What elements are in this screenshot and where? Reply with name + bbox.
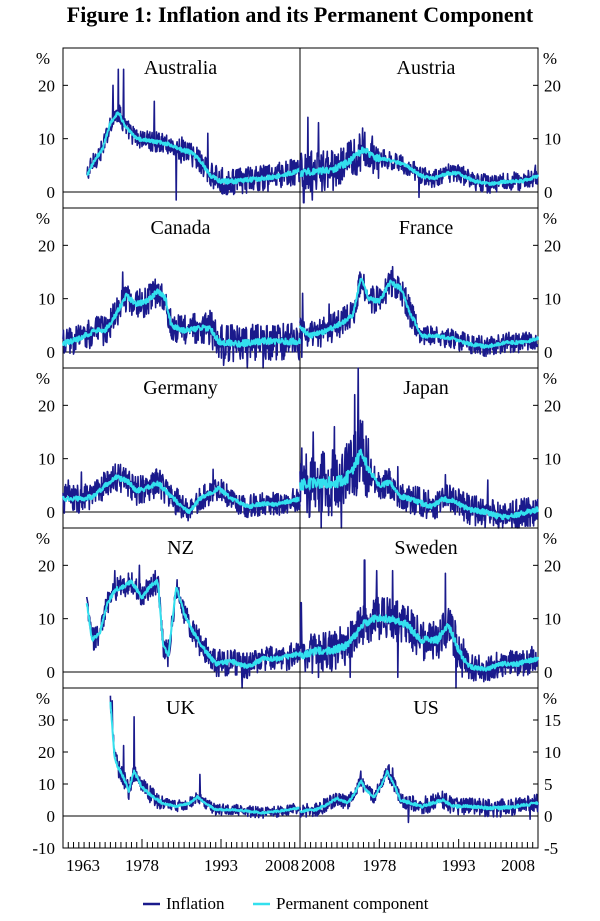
y-tick-label-left: 10 bbox=[38, 775, 55, 794]
unit-label-left: % bbox=[36, 49, 50, 68]
inflation-line-austria bbox=[299, 116, 539, 204]
unit-label-right: % bbox=[543, 49, 557, 68]
x-tick-label-right: 1993 bbox=[442, 856, 476, 875]
unit-label-right: % bbox=[543, 209, 557, 228]
panel-title-france: France bbox=[399, 217, 454, 239]
y-tick-label-right: 5 bbox=[544, 775, 553, 794]
y-tick-label-right: 0 bbox=[544, 183, 553, 202]
x-tick-label-right: 2008 bbox=[501, 856, 535, 875]
y-tick-label-right: 0 bbox=[544, 503, 553, 522]
figure-title: Figure 1: Inflation and its Permanent Co… bbox=[66, 2, 534, 27]
x-tick-label-left: 1978 bbox=[125, 856, 159, 875]
y-tick-label-left: 10 bbox=[38, 130, 55, 149]
legend-label-inflation: Inflation bbox=[166, 894, 225, 913]
permanent-line-australia bbox=[86, 111, 301, 185]
y-tick-label-left: 10 bbox=[38, 290, 55, 309]
inflation-line-sweden bbox=[299, 559, 539, 689]
y-tick-label-right: 15 bbox=[544, 711, 561, 730]
inflation-line-uk bbox=[109, 695, 301, 819]
inflation-line-canada bbox=[62, 271, 301, 369]
legend-label-permanent: Permanent component bbox=[276, 894, 429, 913]
y-tick-label-right: 0 bbox=[544, 807, 553, 826]
permanent-line-canada bbox=[62, 288, 301, 348]
y-tick-label-right: 10 bbox=[544, 610, 561, 629]
inflation-line-nz bbox=[85, 564, 301, 689]
y-tick-label-left: 30 bbox=[38, 711, 55, 730]
panel-title-japan: Japan bbox=[403, 377, 449, 399]
y-tick-label-right: 0 bbox=[544, 343, 553, 362]
panel-title-sweden: Sweden bbox=[394, 537, 457, 559]
inflation-line-us bbox=[299, 764, 539, 824]
y-tick-label-right: 20 bbox=[544, 396, 561, 415]
y-tick-label-left: 0 bbox=[47, 663, 56, 682]
y-tick-label-right: -5 bbox=[544, 839, 558, 858]
y-tick-label-right: 20 bbox=[544, 76, 561, 95]
x-tick-label-left: 1993 bbox=[204, 856, 238, 875]
x-tick-label-right: 1978 bbox=[362, 856, 396, 875]
permanent-line-uk bbox=[109, 701, 301, 815]
permanent-line-france bbox=[299, 277, 539, 349]
y-tick-label-right: 10 bbox=[544, 743, 561, 762]
y-tick-label-right: 10 bbox=[544, 290, 561, 309]
panel-title-uk: UK bbox=[166, 697, 195, 719]
panel-title-nz: NZ bbox=[167, 537, 194, 559]
permanent-line-japan bbox=[299, 448, 539, 521]
y-tick-label-left: 0 bbox=[47, 807, 56, 826]
unit-label-left: % bbox=[36, 689, 50, 708]
y-tick-label-left: 20 bbox=[38, 556, 55, 575]
unit-label-left: % bbox=[36, 529, 50, 548]
unit-label-right: % bbox=[543, 689, 557, 708]
x-tick-label-right: 2008 bbox=[301, 856, 335, 875]
y-tick-label-left: 0 bbox=[47, 183, 56, 202]
y-tick-label-left: 10 bbox=[38, 450, 55, 469]
permanent-line-germany bbox=[62, 474, 301, 515]
unit-label-left: % bbox=[36, 369, 50, 388]
y-tick-label-left: 0 bbox=[47, 503, 56, 522]
y-tick-label-right: 20 bbox=[544, 556, 561, 575]
y-tick-label-right: 10 bbox=[544, 130, 561, 149]
unit-label-right: % bbox=[543, 369, 557, 388]
y-tick-label-left: 20 bbox=[38, 76, 55, 95]
panel-title-austria: Austria bbox=[397, 57, 456, 79]
permanent-line-austria bbox=[299, 146, 539, 186]
panel-title-australia: Australia bbox=[144, 57, 217, 79]
y-tick-label-left: 20 bbox=[38, 743, 55, 762]
panel-title-germany: Germany bbox=[143, 377, 217, 399]
x-tick-label-left: 1963 bbox=[66, 856, 100, 875]
permanent-line-us bbox=[299, 769, 539, 814]
inflation-line-australia bbox=[85, 68, 301, 201]
y-tick-label-right: 10 bbox=[544, 450, 561, 469]
y-tick-label-left: 20 bbox=[38, 396, 55, 415]
unit-label-left: % bbox=[36, 209, 50, 228]
y-tick-label-left: 20 bbox=[38, 236, 55, 255]
permanent-line-nz bbox=[85, 578, 301, 669]
y-tick-label-right: 20 bbox=[544, 236, 561, 255]
unit-label-right: % bbox=[543, 529, 557, 548]
permanent-line-sweden bbox=[299, 614, 539, 672]
y-tick-label-right: 0 bbox=[544, 663, 553, 682]
y-tick-label-left: 10 bbox=[38, 610, 55, 629]
x-tick-label-left: 2008 bbox=[265, 856, 299, 875]
panel-title-us: US bbox=[413, 697, 439, 719]
inflation-line-france bbox=[299, 265, 539, 359]
panel-title-canada: Canada bbox=[151, 217, 211, 239]
y-tick-label-left: 0 bbox=[47, 343, 56, 362]
y-tick-label-left: -10 bbox=[32, 839, 55, 858]
